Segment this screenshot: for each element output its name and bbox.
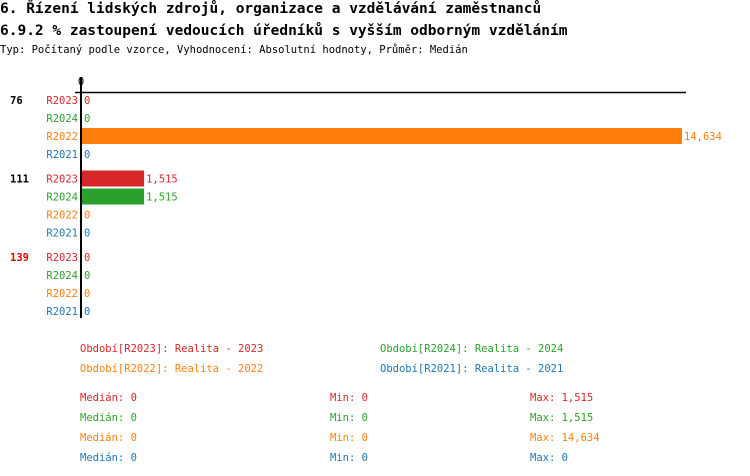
series-label: R2022 [46, 288, 78, 300]
series-label: R2024 [46, 192, 78, 204]
series-label: R2021 [46, 306, 78, 318]
stat-median: Medián: 0 [80, 452, 137, 464]
stat-min: Min: 0 [330, 432, 368, 444]
group-label: 111 [10, 174, 29, 186]
group-label: 76 [10, 95, 23, 107]
series-label: R2024 [46, 270, 78, 282]
series-label: R2023 [46, 174, 78, 186]
x-tick-label: 0 [78, 76, 84, 88]
value-label: 0 [84, 113, 90, 125]
value-label: 0 [84, 210, 90, 222]
series-label: R2022 [46, 131, 78, 143]
value-label: 0 [84, 149, 90, 161]
value-label: 0 [84, 306, 90, 318]
legend-item: Období[R2023]: Realita - 2023 [80, 343, 264, 355]
group-label: 139 [10, 252, 29, 264]
series-label: R2024 [46, 113, 78, 125]
stat-max: Max: 14,634 [530, 432, 600, 444]
value-label: 1,515 [146, 174, 178, 186]
bar [82, 170, 145, 187]
series-label: R2022 [46, 210, 78, 222]
bar [82, 128, 682, 144]
bar [82, 188, 145, 205]
stat-median: Medián: 0 [80, 412, 137, 424]
series-label: R2023 [46, 95, 78, 107]
legend-item: Období[R2024]: Realita - 2024 [380, 343, 564, 355]
value-label: 0 [84, 270, 90, 282]
value-label: 0 [84, 288, 90, 300]
stat-min: Min: 0 [330, 452, 368, 464]
value-label: 0 [84, 95, 90, 107]
value-label: 0 [84, 252, 90, 264]
stat-min: Min: 0 [330, 392, 368, 404]
evaluation-info: Typ: Počítaný podle vzorce, Vyhodnocení:… [0, 44, 468, 56]
value-label: 1,515 [146, 192, 178, 204]
stat-max: Max: 1,515 [530, 412, 594, 424]
series-label: R2023 [46, 252, 78, 264]
legend-item: Období[R2021]: Realita - 2021 [380, 363, 564, 375]
stat-median: Medián: 0 [80, 432, 137, 444]
stat-max: Max: 1,515 [530, 392, 594, 404]
series-label: R2021 [46, 149, 78, 161]
value-label: 0 [84, 228, 90, 240]
value-label: 14,634 [684, 131, 722, 143]
indicator-title: 6.9.2 % zastoupení vedoucích úředníků s … [0, 23, 568, 39]
stat-max: Max: 0 [530, 452, 568, 464]
stat-min: Min: 0 [330, 412, 368, 424]
legend-item: Období[R2022]: Realita - 2022 [80, 363, 264, 375]
series-label: R2021 [46, 228, 78, 240]
page-title: 6. Řízení lidských zdrojů, organizace a … [0, 1, 542, 17]
stat-median: Medián: 0 [80, 392, 137, 404]
